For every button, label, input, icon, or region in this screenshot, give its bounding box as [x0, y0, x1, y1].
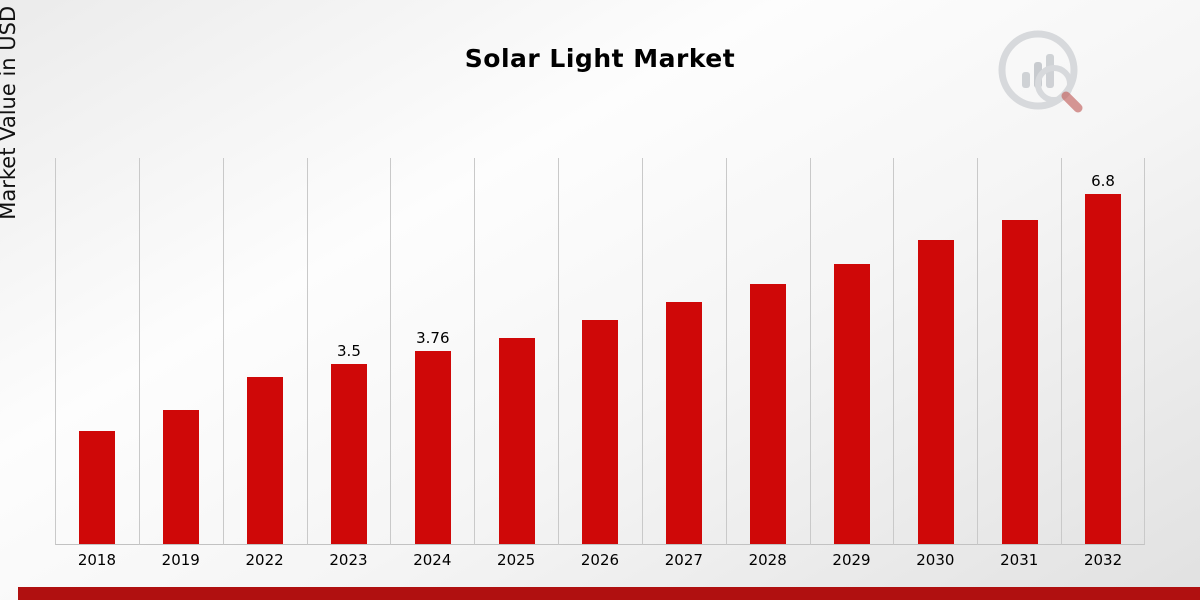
x-tick-label: 2027	[664, 551, 703, 569]
bar-2023	[330, 363, 367, 544]
x-tick-label: 2026	[580, 551, 620, 569]
bar-value-label: 6.8	[1091, 172, 1115, 191]
bar-2027	[666, 302, 703, 544]
chart-column: 6.8 2032	[1061, 158, 1145, 575]
bar-value-label: 3.76	[416, 328, 450, 347]
chart-column: 2026	[558, 158, 642, 575]
chart-plot-cell	[222, 158, 307, 545]
chart-column: 2030	[893, 158, 978, 575]
chart-column: 3.5 2023	[306, 158, 391, 575]
chart-column: 2027	[641, 158, 726, 575]
bar-2026	[582, 320, 619, 544]
x-tick-label: 2022	[245, 551, 284, 569]
chart-column: 2029	[809, 158, 894, 575]
y-axis-label: Market Value in USD Billion	[0, 0, 20, 220]
bar-2031	[1001, 219, 1038, 544]
bar-2028	[750, 284, 787, 544]
bar-2030	[917, 240, 954, 544]
chart-column: 3.76 2024	[390, 158, 475, 575]
chart-plot-cell: 3.76	[390, 158, 475, 545]
chart-column: 2025	[474, 158, 559, 575]
chart-title: Solar Light Market	[464, 44, 736, 73]
bar-2022	[247, 376, 284, 544]
chart-plot-cell	[55, 158, 139, 545]
x-tick-label: 2024	[413, 551, 452, 569]
logo-magnifier-icon	[1035, 65, 1083, 113]
bar-2032	[1085, 194, 1122, 544]
chart-column: 2018	[55, 158, 139, 575]
chart-plot-cell	[558, 158, 642, 545]
logo-ring-icon	[998, 30, 1078, 110]
x-tick-label: 2029	[832, 551, 871, 569]
chart-column: 2028	[725, 158, 810, 575]
x-tick-label: 2023	[329, 551, 368, 569]
chart-column: 2022	[222, 158, 307, 575]
chart-plot-cell: 3.5	[306, 158, 391, 545]
x-tick-label: 2019	[161, 551, 200, 569]
bar-chart: 2018 2019 2022 3.5 2023 3.76 2024 2025 2026 2027 2…	[55, 158, 1145, 575]
chart-plot-cell	[641, 158, 726, 545]
chart-plot-cell	[809, 158, 894, 545]
chart-plot-cell: 6.8	[1061, 158, 1145, 545]
bar-2024	[414, 350, 451, 544]
x-tick-label: 2025	[497, 551, 536, 569]
x-tick-label: 2018	[77, 551, 117, 569]
bar-2025	[498, 338, 535, 544]
chart-plot-cell	[138, 158, 223, 545]
x-tick-label: 2031	[1000, 551, 1039, 569]
bar-2029	[834, 263, 871, 544]
chart-plot-cell	[893, 158, 978, 545]
footer-accent-bar	[18, 587, 1200, 600]
chart-plot-cell	[725, 158, 810, 545]
x-tick-label: 2030	[916, 551, 955, 569]
chart-column: 2031	[977, 158, 1062, 575]
bar-value-label: 3.5	[337, 341, 361, 360]
chart-plot-cell	[977, 158, 1062, 545]
bar-2018	[79, 430, 116, 544]
chart-column: 2019	[138, 158, 223, 575]
x-tick-label: 2028	[748, 551, 787, 569]
x-tick-label: 2032	[1083, 551, 1123, 569]
brand-logo	[998, 30, 1083, 113]
chart-plot-cell	[474, 158, 559, 545]
bar-2019	[163, 410, 200, 544]
